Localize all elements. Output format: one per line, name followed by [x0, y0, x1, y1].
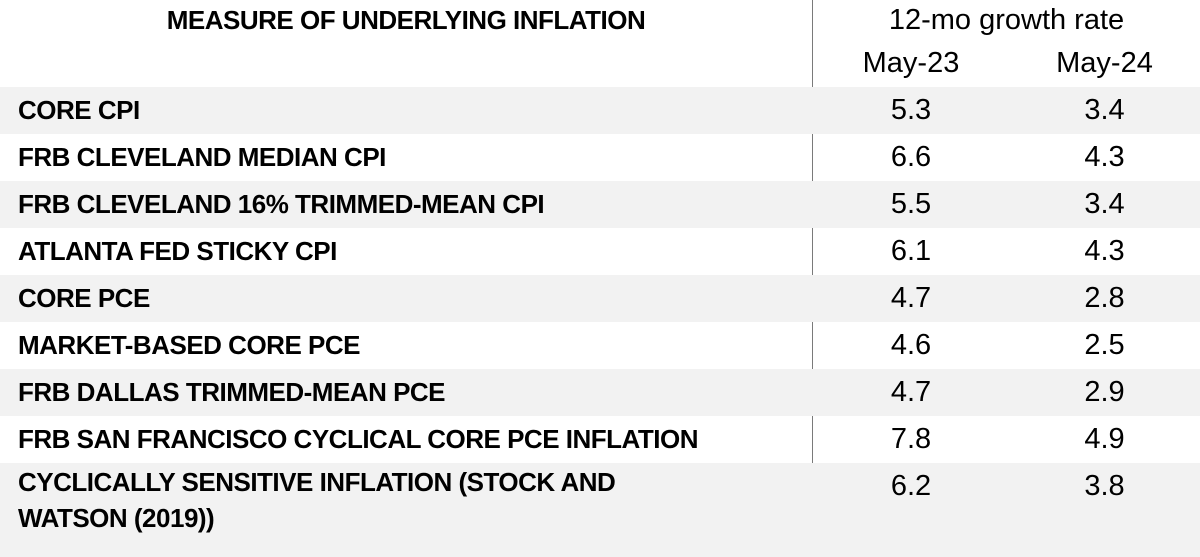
value-may24: 3.8 [1084, 470, 1125, 502]
table-row: CYCLICALLY SENSITIVE INFLATION (STOCK AN… [0, 463, 1200, 557]
growth-rate-header: 12-mo growth rate [888, 4, 1125, 36]
value-may23: 4.6 [890, 329, 932, 361]
measure-name: CORE CPI [18, 95, 140, 125]
value-may23: 7.8 [890, 423, 932, 455]
value-may24: 4.3 [1084, 141, 1125, 173]
column-header-may24: May-24 [1056, 47, 1153, 79]
table-row: FRB DALLAS TRIMMED-MEAN PCE 4.7 2.9 [0, 369, 1200, 416]
value-may23: 6.1 [890, 235, 932, 267]
measure-header: MEASURE OF UNDERLYING INFLATION [166, 5, 646, 35]
measure-name: FRB CLEVELAND MEDIAN CPI [18, 142, 386, 172]
measure-name: FRB DALLAS TRIMMED-MEAN PCE [18, 377, 446, 407]
table-row: CORE PCE 4.7 2.8 [0, 275, 1200, 322]
table-row: ATLANTA FED STICKY CPI 6.1 4.3 [0, 228, 1200, 275]
measure-name: CYCLICALLY SENSITIVE INFLATION (STOCK AN… [18, 467, 616, 533]
value-may24: 2.9 [1084, 376, 1125, 408]
value-may23: 5.3 [890, 94, 932, 126]
table-row: CORE CPI 5.3 3.4 [0, 87, 1200, 134]
column-header-may23: May-23 [862, 47, 960, 79]
table-row: MARKET-BASED CORE PCE 4.6 2.5 [0, 322, 1200, 369]
value-may24: 3.4 [1084, 94, 1125, 126]
table-row: FRB SAN FRANCISCO CYCLICAL CORE PCE INFL… [0, 416, 1200, 463]
measure-name: ATLANTA FED STICKY CPI [18, 236, 337, 266]
value-may23: 4.7 [890, 376, 932, 408]
value-may23: 4.7 [890, 282, 932, 314]
measure-name: FRB CLEVELAND 16% TRIMMED-MEAN CPI [18, 189, 545, 219]
value-may23: 6.6 [890, 141, 932, 173]
measure-name: FRB SAN FRANCISCO CYCLICAL CORE PCE INFL… [18, 424, 698, 454]
value-may24: 2.8 [1084, 282, 1125, 314]
measure-name: CORE PCE [18, 283, 150, 313]
table-row: FRB CLEVELAND 16% TRIMMED-MEAN CPI 5.5 3… [0, 181, 1200, 228]
measure-name: MARKET-BASED CORE PCE [18, 330, 360, 360]
value-may23: 5.5 [890, 188, 932, 220]
table-row: FRB CLEVELAND MEDIAN CPI 6.6 4.3 [0, 134, 1200, 181]
value-may24: 3.4 [1084, 188, 1125, 220]
value-may24: 4.9 [1084, 423, 1125, 455]
value-may23: 6.2 [890, 470, 932, 502]
value-may24: 2.5 [1084, 329, 1125, 361]
value-may24: 4.3 [1084, 235, 1125, 267]
